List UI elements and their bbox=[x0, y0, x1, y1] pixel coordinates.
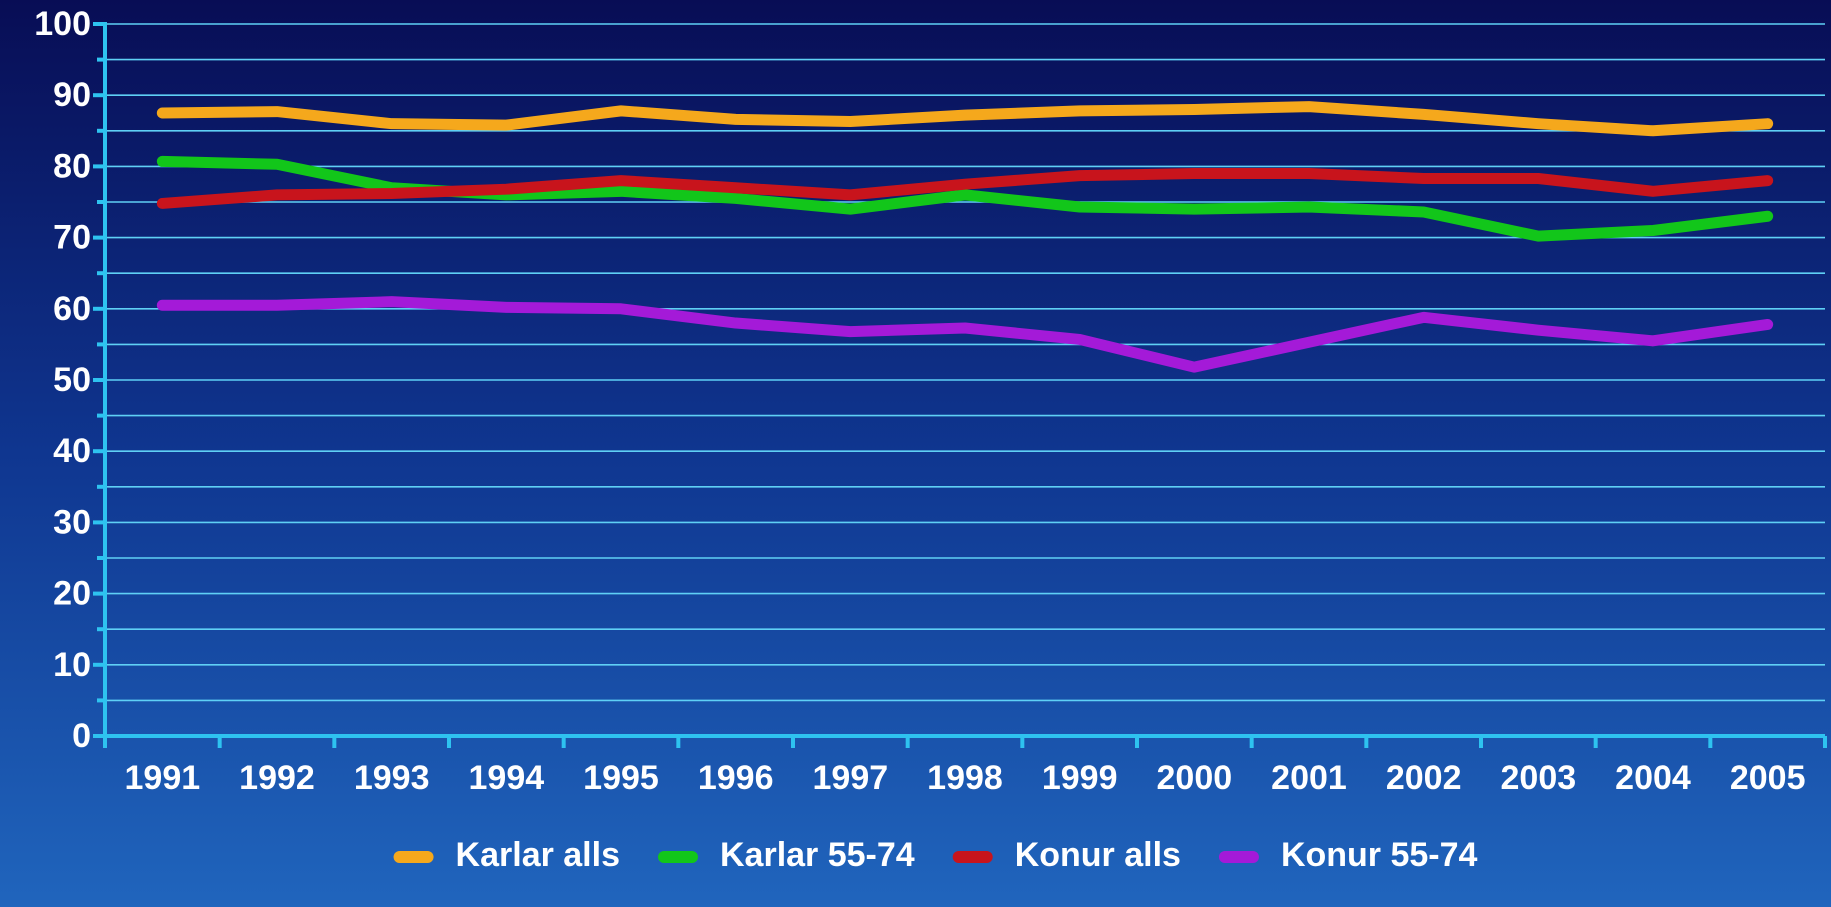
y-tick-label: 70 bbox=[53, 219, 91, 257]
y-tick-label: 30 bbox=[53, 503, 91, 541]
y-tick-label: 80 bbox=[53, 147, 91, 185]
legend-label: Konur 55-74 bbox=[1281, 836, 1478, 874]
x-tick-label: 2000 bbox=[1157, 759, 1233, 797]
x-tick-label: 1994 bbox=[469, 759, 545, 797]
series-line bbox=[156, 168, 1774, 209]
y-tick-label: 0 bbox=[72, 717, 91, 755]
legend-label: Karlar 55-74 bbox=[720, 836, 915, 874]
series-line bbox=[156, 296, 1774, 373]
x-tick-label: 2003 bbox=[1501, 759, 1577, 797]
x-tick-label: 1993 bbox=[354, 759, 430, 797]
x-tick-label: 1996 bbox=[698, 759, 774, 797]
x-tick-label: 2004 bbox=[1615, 759, 1691, 797]
x-tick-label: 1995 bbox=[583, 759, 659, 797]
x-tick-label: 2002 bbox=[1386, 759, 1462, 797]
y-tick-label: 60 bbox=[53, 290, 91, 328]
x-tick-label: 1999 bbox=[1042, 759, 1118, 797]
y-tick-label: 100 bbox=[34, 5, 91, 43]
x-tick-label: 1992 bbox=[239, 759, 315, 797]
x-tick-label: 1997 bbox=[813, 759, 889, 797]
x-tick-label: 1991 bbox=[125, 759, 201, 797]
x-tick-label: 2001 bbox=[1271, 759, 1347, 797]
y-tick-label: 50 bbox=[53, 361, 91, 399]
series-line bbox=[156, 101, 1774, 137]
legend-label: Karlar alls bbox=[456, 836, 620, 874]
x-tick-label: 2005 bbox=[1730, 759, 1806, 797]
y-tick-label: 40 bbox=[53, 432, 91, 470]
y-tick-label: 90 bbox=[53, 76, 91, 114]
y-tick-label: 10 bbox=[53, 646, 91, 684]
y-tick-label: 20 bbox=[53, 575, 91, 613]
legend-label: Konur alls bbox=[1015, 836, 1181, 874]
x-tick-label: 1998 bbox=[927, 759, 1003, 797]
